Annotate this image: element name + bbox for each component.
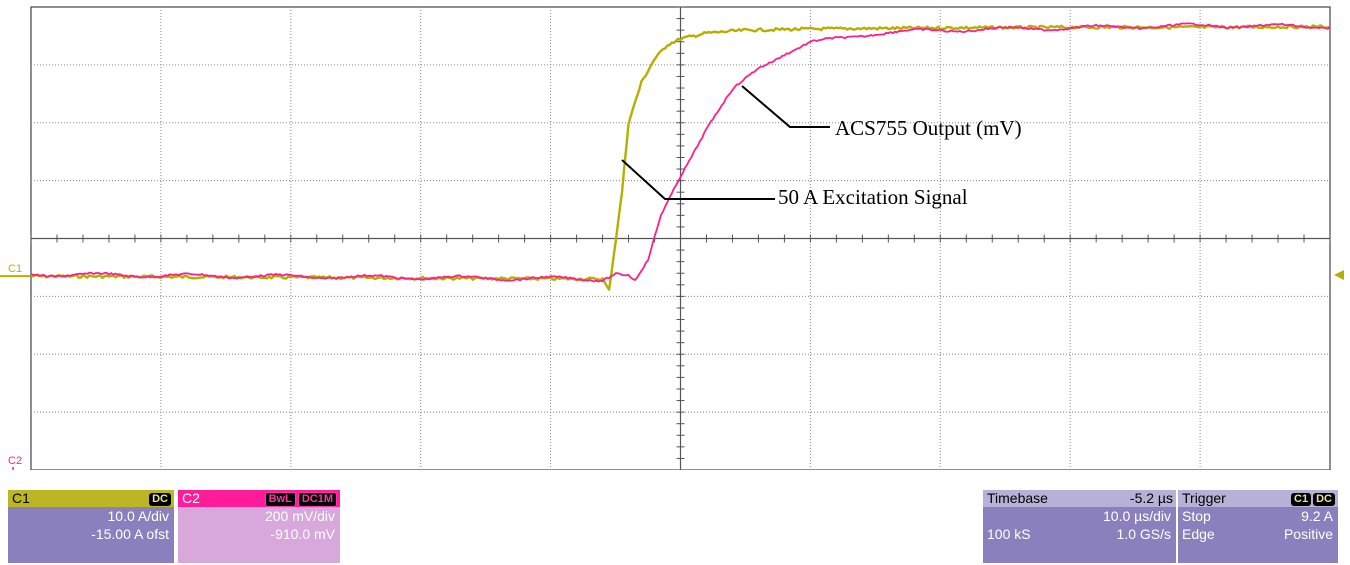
trigger-slope: Positive	[1283, 526, 1333, 542]
trigger-mode: Stop	[1182, 508, 1211, 524]
trigger-source-badge: C1	[1291, 492, 1312, 506]
channel-c2-name: C2	[182, 490, 200, 506]
channel-c1-name: C1	[12, 490, 30, 506]
c1-marker-label: C1	[8, 263, 22, 275]
trigger-state-row: Stop 9.2 A	[1178, 507, 1338, 525]
trigger-coupling-badge: DC	[1313, 492, 1335, 506]
channel-c2-coupling-badge: DC1M	[297, 491, 337, 507]
channel-c2-panel[interactable]: C2 BwL DC1M 200 mV/div -910.0 mV	[178, 490, 340, 563]
channel-c1-panel[interactable]: C1 DC 10.0 A/div -15.00 A ofst	[8, 490, 174, 563]
timebase-header: Timebase -5.2 µs	[983, 490, 1176, 507]
trigger-type: Edge	[1182, 526, 1215, 542]
trigger-label: Trigger	[1182, 490, 1226, 506]
annotation-excitation-signal: 50 A Excitation Signal	[778, 185, 968, 209]
channel-c1-scale: 10.0 A/div	[107, 508, 170, 524]
trigger-panel[interactable]: Trigger C1 DC Stop 9.2 A Edge Positive	[1178, 490, 1338, 563]
channel-c1-coupling-badge: DC	[149, 492, 171, 506]
trace-c2	[30, 22, 1331, 283]
timebase-label: Timebase	[987, 490, 1048, 506]
channel-c2-header: C2 BwL DC1M	[178, 490, 340, 507]
channel-c1-header: C1 DC	[8, 490, 174, 507]
timebase-sampling-row: 100 kS 1.0 GS/s	[983, 525, 1176, 543]
channel-c2-offset: -910.0 mV	[270, 526, 335, 542]
graticule-grid	[30, 6, 1331, 470]
timebase-delay: -5.2 µs	[1129, 490, 1173, 506]
channel-c2-bwl-badge: BwL	[264, 491, 296, 507]
c2-offscreen-arrow-icon	[12, 467, 14, 470]
timebase-rate: 1.0 GS/s	[1116, 526, 1171, 542]
annotation-leader-acs755	[741, 85, 830, 128]
oscilloscope-display: C1 C2	[0, 6, 1344, 470]
channel-c1-offset: -15.00 A ofst	[91, 526, 169, 542]
annotation-acs755-output: ACS755 Output (mV)	[835, 116, 1022, 140]
trigger-level: 9.2 A	[1301, 508, 1333, 524]
channel-c2-scale: 200 mV/div	[264, 508, 335, 524]
trigger-header: Trigger C1 DC	[1178, 490, 1338, 507]
trigger-level-marker-icon	[1334, 270, 1344, 280]
trigger-type-row: Edge Positive	[1178, 525, 1338, 543]
timebase-samples: 100 kS	[987, 526, 1031, 542]
timebase-scale: 10.0 µs/div	[1103, 508, 1171, 524]
annotation-leader-excitation	[621, 159, 775, 200]
timebase-panel[interactable]: Timebase -5.2 µs 10.0 µs/div 100 kS 1.0 …	[983, 490, 1176, 563]
c2-marker-label: C2	[8, 455, 22, 467]
